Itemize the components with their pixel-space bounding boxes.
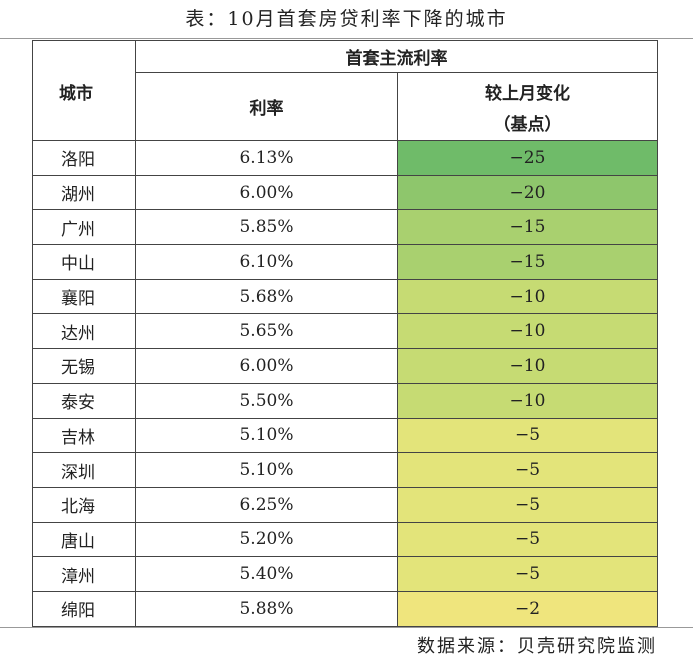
change-cell: −5 [397,452,658,488]
rate-cell: 6.00% [135,348,398,384]
city-cell: 泰安 [32,382,136,419]
change-cell: −10 [397,382,658,419]
table-row: 洛阳 6.13% −25 [32,140,658,176]
header-change-unit: （基点） [493,114,562,135]
rate-cell: 5.65% [135,313,398,350]
rate-cell: 5.10% [135,452,398,488]
city-cell: 北海 [32,486,136,523]
table-row: 达州 5.65% −10 [32,313,658,350]
table-row: 湖州 6.00% −20 [32,174,658,211]
city-cell: 吉林 [32,417,136,454]
change-cell: −15 [397,209,658,246]
change-cell: −5 [397,417,658,454]
rate-cell: 5.10% [135,417,398,454]
title: 表：10月首套房贷利率下降的城市 [185,8,508,30]
rate-cell: 6.25% [135,486,398,523]
table-row: 绵阳 5.88% −2 [32,590,658,627]
header-city: 城市 [32,40,136,141]
table-row: 襄阳 5.68% −10 [32,278,658,315]
table-body: 洛阳 6.13% −25 湖州 6.00% −20 广州 5.85% −15 中山 6.10% −15… [32,140,658,627]
header-group: 首套主流利率 [135,40,658,73]
rate-cell: 6.10% [135,244,398,280]
table-row: 无锡 6.00% −10 [32,348,658,384]
rule [0,627,693,628]
rate-cell: 6.00% [135,174,398,211]
rate-cell: 5.20% [135,521,398,558]
change-cell: −2 [397,590,658,627]
table-row: 深圳 5.10% −5 [32,452,658,488]
rate-cell: 5.50% [135,382,398,419]
change-cell: −5 [397,486,658,523]
change-cell: −10 [397,348,658,384]
header-change-label: 较上月变化 [485,83,570,104]
change-cell: −20 [397,174,658,211]
change-cell: −10 [397,278,658,315]
change-cell: −5 [397,556,658,592]
city-cell: 广州 [32,209,136,246]
table-row: 吉林 5.10% −5 [32,417,658,454]
city-cell: 中山 [32,244,136,280]
city-cell: 洛阳 [32,140,136,176]
rate-cell: 5.85% [135,209,398,246]
change-cell: −15 [397,244,658,280]
table-row: 中山 6.10% −15 [32,244,658,280]
city-cell: 达州 [32,313,136,350]
city-cell: 深圳 [32,452,136,488]
change-cell: −10 [397,313,658,350]
change-cell: −25 [397,140,658,176]
rule [0,38,693,39]
table-row: 唐山 5.20% −5 [32,521,658,558]
city-cell: 唐山 [32,521,136,558]
header-change: 较上月变化 （基点） [397,72,658,141]
city-cell: 漳州 [32,556,136,592]
city-cell: 无锡 [32,348,136,384]
table-row: 漳州 5.40% −5 [32,556,658,592]
rate-cell: 5.40% [135,556,398,592]
city-cell: 襄阳 [32,278,136,315]
table-row: 广州 5.85% −15 [32,209,658,246]
rate-table: 城市 首套主流利率 利率 较上月变化 （基点） 洛阳 6.13% −25 湖州 6.00%… [32,40,658,627]
city-cell: 绵阳 [32,590,136,627]
rate-cell: 5.88% [135,590,398,627]
source: 数据来源：贝壳研究院监测 [417,636,657,657]
table-row: 泰安 5.50% −10 [32,382,658,419]
change-cell: −5 [397,521,658,558]
table-row: 北海 6.25% −5 [32,486,658,523]
city-cell: 湖州 [32,174,136,211]
header-rate: 利率 [135,72,398,141]
rate-cell: 6.13% [135,140,398,176]
rate-cell: 5.68% [135,278,398,315]
